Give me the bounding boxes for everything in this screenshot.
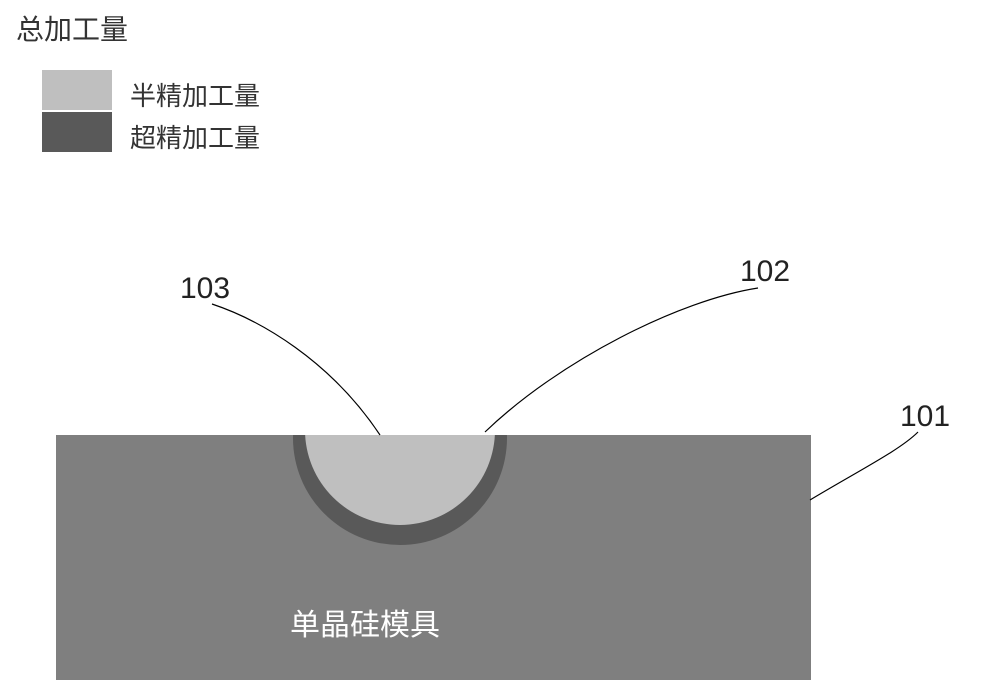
legend-label-super-finish: 超精加工量	[130, 118, 260, 155]
lens-top-mask	[56, 200, 811, 435]
legend-swatch-semi-finish	[42, 70, 112, 110]
callout-label-101: 101	[900, 400, 950, 434]
legend-title: 总加工量	[16, 8, 128, 48]
mold-label: 单晶硅模具	[290, 600, 440, 644]
legend-label-semi-finish: 半精加工量	[130, 76, 260, 113]
callout-label-102: 102	[740, 255, 790, 289]
callout-label-103: 103	[180, 272, 230, 306]
callout-path-101	[810, 432, 918, 500]
legend-swatch-super-finish	[42, 112, 112, 152]
